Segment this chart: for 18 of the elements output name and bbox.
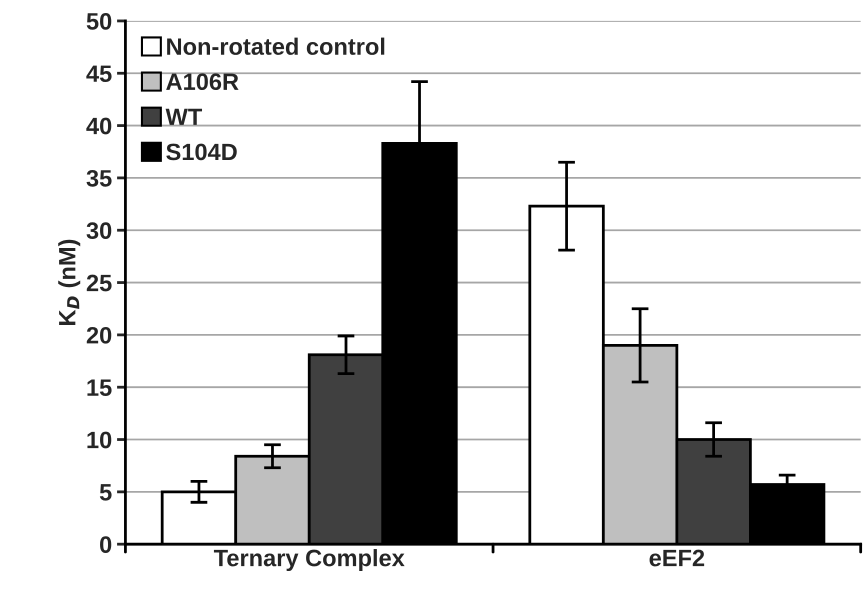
y-tick-label: 35	[86, 170, 112, 187]
y-tick-label: 0	[100, 536, 112, 553]
y-tick-label: 10	[87, 432, 112, 448]
x-tick-label: eEF2	[650, 550, 704, 566]
y-tick-label: 25	[86, 274, 112, 292]
y-tick-label: 5	[100, 484, 112, 501]
legend-label: S104D	[166, 144, 237, 160]
y-tick-label: 20	[86, 326, 112, 344]
y-tick-label: 45	[86, 66, 112, 82]
y-tick-label: 40	[86, 118, 112, 134]
legend-label: WT	[166, 108, 202, 125]
x-tick-label: Ternary Complex	[214, 549, 405, 572]
y-tick-label: 50	[86, 13, 112, 30]
legend-label: Non-rotated control	[167, 38, 384, 55]
y-axis-title: K$_{D}$ (nM)	[58, 240, 80, 326]
legend-label: A106R	[166, 73, 239, 90]
y-tick-label: 15	[87, 380, 112, 396]
y-tick-label: 30	[86, 222, 112, 240]
